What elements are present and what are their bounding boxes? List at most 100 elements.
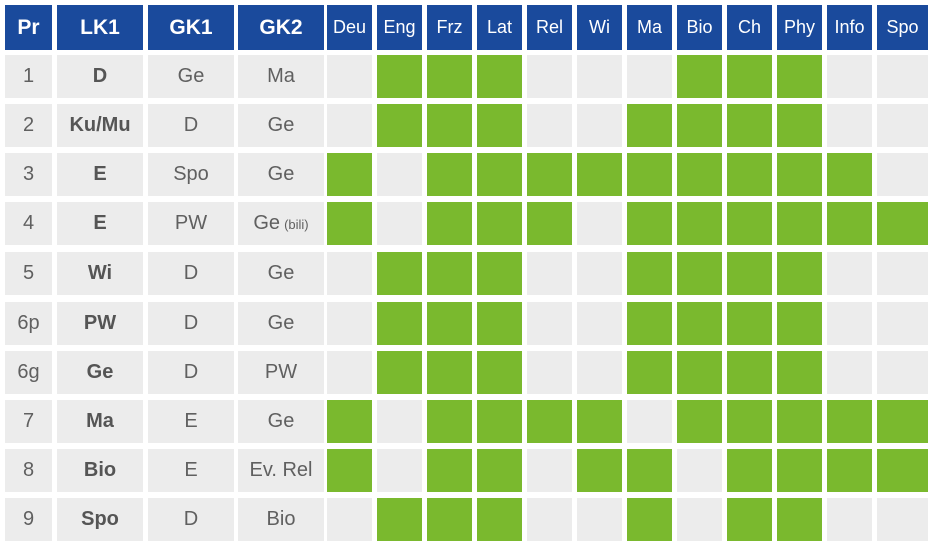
- cell-pr: 2: [5, 104, 52, 147]
- cell-lk1: Bio: [57, 449, 143, 492]
- cell-gk1-text: D: [183, 361, 199, 383]
- cell-lk1: Wi: [57, 252, 143, 295]
- subject-mark-phy: [777, 400, 822, 443]
- cell-lk1: PW: [57, 302, 143, 345]
- subject-empty-rel: [527, 104, 572, 147]
- subject-mark-lat: [477, 55, 522, 98]
- subject-mark-ma: [627, 351, 672, 394]
- cell-gk2-text: Ge: [267, 114, 295, 136]
- subject-mark-bio: [677, 252, 722, 295]
- subject-mark-frz: [427, 202, 472, 245]
- subject-empty-deu: [327, 302, 372, 345]
- header-wi: Wi: [577, 5, 622, 50]
- cell-gk2: Ma: [238, 55, 324, 98]
- subject-mark-ch: [727, 449, 772, 492]
- cell-gk1: D: [148, 498, 234, 541]
- subject-mark-spo: [877, 449, 928, 492]
- subject-mark-ma: [627, 302, 672, 345]
- header-gk2: GK2: [238, 5, 324, 50]
- subject-mark-phy: [777, 55, 822, 98]
- subject-mark-wi: [577, 400, 622, 443]
- subject-mark-frz: [427, 153, 472, 196]
- subject-mark-bio: [677, 104, 722, 147]
- subject-mark-spo: [877, 400, 928, 443]
- cell-lk1: E: [57, 153, 143, 196]
- cell-gk2-text: Ge: [267, 163, 295, 185]
- cell-pr-text: 6g: [17, 361, 40, 383]
- subject-mark-bio: [677, 202, 722, 245]
- subject-empty-spo: [877, 104, 928, 147]
- cell-gk1-text: E: [184, 410, 198, 432]
- subject-mark-ma: [627, 449, 672, 492]
- subject-mark-phy: [777, 202, 822, 245]
- subject-empty-wi: [577, 104, 622, 147]
- subject-mark-wi: [577, 153, 622, 196]
- subject-empty-spo: [877, 351, 928, 394]
- cell-gk2-text: Bio: [266, 508, 296, 530]
- cell-gk2: Bio: [238, 498, 324, 541]
- cell-gk1-text: D: [183, 262, 199, 284]
- cell-gk1-text: Spo: [173, 163, 209, 185]
- subject-empty-bio: [677, 498, 722, 541]
- subject-empty-ma: [627, 400, 672, 443]
- subject-mark-ma: [627, 252, 672, 295]
- subject-mark-frz: [427, 498, 472, 541]
- subject-mark-deu: [327, 449, 372, 492]
- cell-lk1: Spo: [57, 498, 143, 541]
- subject-mark-ch: [727, 498, 772, 541]
- cell-lk1-text: PW: [83, 312, 117, 334]
- cell-lk1-text: Ma: [86, 410, 114, 432]
- subject-mark-wi: [577, 449, 622, 492]
- cell-gk2: PW: [238, 351, 324, 394]
- subject-empty-deu: [327, 252, 372, 295]
- cell-pr: 9: [5, 498, 52, 541]
- gk2-suffix: (bili): [284, 217, 309, 232]
- subject-mark-deu: [327, 400, 372, 443]
- subject-mark-frz: [427, 400, 472, 443]
- subject-mark-phy: [777, 351, 822, 394]
- cell-pr: 3: [5, 153, 52, 196]
- subject-empty-wi: [577, 252, 622, 295]
- header-deu: Deu: [327, 5, 372, 50]
- subject-empty-eng: [377, 449, 422, 492]
- subject-mark-rel: [527, 153, 572, 196]
- subject-mark-phy: [777, 449, 822, 492]
- subject-mark-lat: [477, 400, 522, 443]
- cell-gk2-text: Ge: [267, 312, 295, 334]
- subject-mark-bio: [677, 55, 722, 98]
- cell-lk1: E: [57, 202, 143, 245]
- subject-mark-ch: [727, 351, 772, 394]
- subject-empty-spo: [877, 302, 928, 345]
- subject-empty-eng: [377, 400, 422, 443]
- cell-gk2: Ev. Rel: [238, 449, 324, 492]
- subject-empty-rel: [527, 498, 572, 541]
- subject-empty-rel: [527, 449, 572, 492]
- cell-pr-text: 9: [22, 508, 35, 530]
- subject-empty-spo: [877, 498, 928, 541]
- subject-empty-info: [827, 498, 872, 541]
- subject-empty-rel: [527, 302, 572, 345]
- subject-empty-deu: [327, 55, 372, 98]
- cell-gk1: PW: [148, 202, 234, 245]
- cell-lk1: Ma: [57, 400, 143, 443]
- cell-lk1-text: Spo: [81, 508, 119, 530]
- subject-mark-spo: [877, 202, 928, 245]
- subject-mark-phy: [777, 302, 822, 345]
- cell-lk1: Ge: [57, 351, 143, 394]
- header-frz: Frz: [427, 5, 472, 50]
- cell-gk2-text: Ge: [253, 212, 281, 234]
- subject-mark-ma: [627, 153, 672, 196]
- cell-pr-text: 8: [22, 459, 35, 481]
- subject-empty-rel: [527, 351, 572, 394]
- cell-gk2-text: Ev. Rel: [249, 459, 313, 481]
- subject-mark-info: [827, 202, 872, 245]
- subject-empty-deu: [327, 498, 372, 541]
- cell-gk1: D: [148, 104, 234, 147]
- subject-empty-ma: [627, 55, 672, 98]
- subject-mark-eng: [377, 498, 422, 541]
- cell-pr-text: 3: [22, 163, 35, 185]
- subject-empty-eng: [377, 153, 422, 196]
- subject-empty-rel: [527, 252, 572, 295]
- cell-gk2: Ge: [238, 104, 324, 147]
